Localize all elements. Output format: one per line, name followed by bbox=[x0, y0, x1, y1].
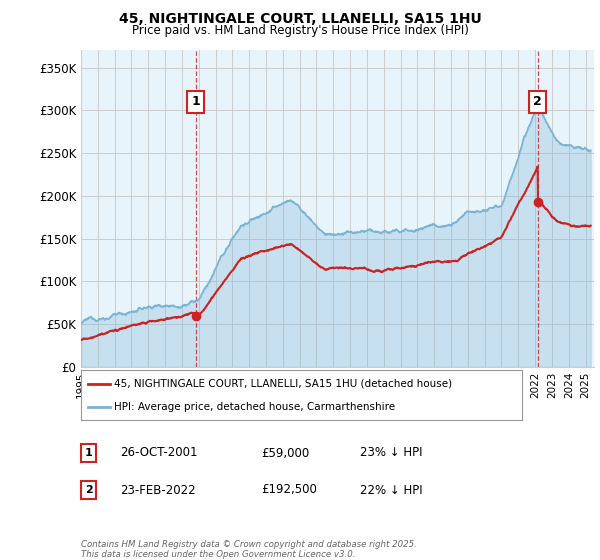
Text: Contains HM Land Registry data © Crown copyright and database right 2025.
This d: Contains HM Land Registry data © Crown c… bbox=[81, 540, 417, 559]
Text: 23% ↓ HPI: 23% ↓ HPI bbox=[360, 446, 422, 460]
Text: Price paid vs. HM Land Registry's House Price Index (HPI): Price paid vs. HM Land Registry's House … bbox=[131, 24, 469, 36]
Text: 23-FEB-2022: 23-FEB-2022 bbox=[120, 483, 196, 497]
Text: 1: 1 bbox=[191, 95, 200, 108]
Text: 1: 1 bbox=[85, 448, 92, 458]
Text: 22% ↓ HPI: 22% ↓ HPI bbox=[360, 483, 422, 497]
Text: 45, NIGHTINGALE COURT, LLANELLI, SA15 1HU (detached house): 45, NIGHTINGALE COURT, LLANELLI, SA15 1H… bbox=[114, 379, 452, 389]
Text: 2: 2 bbox=[533, 95, 542, 108]
Text: £59,000: £59,000 bbox=[261, 446, 309, 460]
Text: 2: 2 bbox=[85, 485, 92, 495]
Text: 45, NIGHTINGALE COURT, LLANELLI, SA15 1HU: 45, NIGHTINGALE COURT, LLANELLI, SA15 1H… bbox=[119, 12, 481, 26]
Text: HPI: Average price, detached house, Carmarthenshire: HPI: Average price, detached house, Carm… bbox=[114, 402, 395, 412]
Text: £192,500: £192,500 bbox=[261, 483, 317, 497]
Text: 26-OCT-2001: 26-OCT-2001 bbox=[120, 446, 197, 460]
